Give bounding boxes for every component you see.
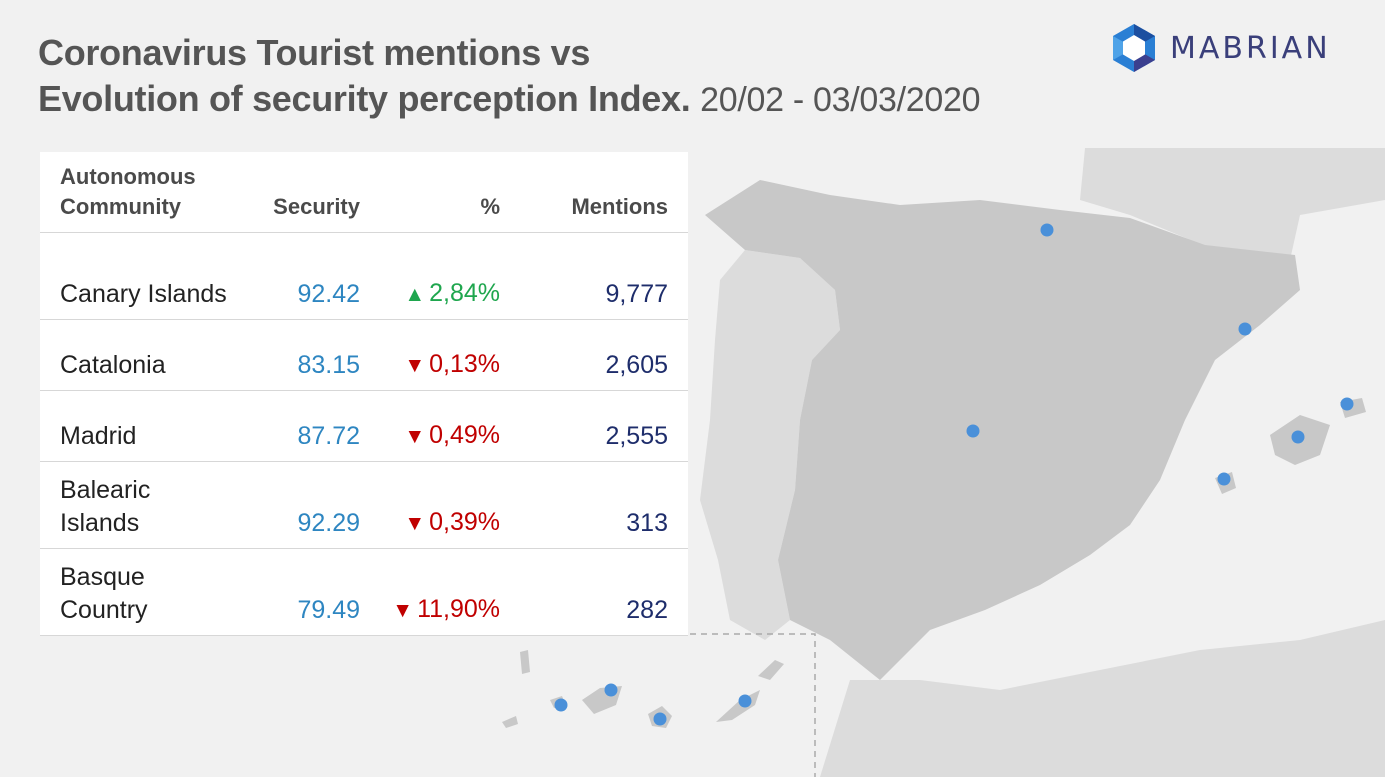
title-line-1: Coronavirus Tourist mentions vs (38, 32, 591, 73)
row-pct: ▼ 11,90% (380, 548, 520, 636)
header-security: Security (273, 194, 360, 219)
canary-inset-border (690, 633, 816, 777)
title-line-2: Evolution of security perception Index. … (38, 76, 980, 123)
table-row: Basque Country 79.49 ▼ 11,90% 282 (40, 548, 688, 636)
row-security: 87.72 (250, 390, 380, 462)
row-mentions: 282 (520, 548, 688, 636)
el-hierro-island (502, 716, 518, 728)
hexagon-logo-icon (1113, 24, 1155, 72)
date-range: 20/02 - 03/03/2020 (700, 81, 981, 119)
logo-text: MABRIAN (1170, 30, 1331, 66)
arrow-up-icon: ▲ (404, 283, 426, 306)
la-palma-island (520, 650, 530, 674)
row-pct-value: 2,84% (429, 279, 500, 307)
row-mentions: 2,555 (520, 390, 688, 462)
row-mentions: 2,605 (520, 319, 688, 391)
marker-menorca (1340, 397, 1354, 411)
header-community: Autonomous Community (60, 164, 196, 219)
spain-landmass (705, 180, 1300, 680)
table-header-row: Autonomous Community Security % Mentions (40, 152, 688, 233)
africa-landmass (820, 620, 1385, 777)
title-line-2-text: Evolution of security perception Index. (38, 78, 691, 119)
row-mentions: 9,777 (520, 232, 688, 320)
page-title: Coronavirus Tourist mentions vs Evolutio… (38, 30, 980, 123)
data-table-card: Autonomous Community Security % Mentions… (40, 152, 688, 636)
fuerteventura-island (716, 690, 760, 722)
arrow-down-icon: ▼ (404, 354, 426, 377)
row-pct-value: 11,90% (417, 595, 500, 623)
row-pct-value: 0,13% (429, 350, 500, 378)
row-security: 92.42 (250, 232, 380, 320)
marker-tenerife (604, 683, 618, 697)
table-row: Balearic Islands 92.29 ▼ 0,39% 313 (40, 461, 688, 549)
row-pct: ▼ 0,49% (380, 390, 520, 462)
table-row: Madrid 87.72 ▼ 0,49% 2,555 (40, 390, 688, 462)
marker-fuerteventura (738, 694, 752, 708)
marker-basque-country (1040, 223, 1054, 237)
arrow-down-icon: ▼ (404, 425, 426, 448)
marker-madrid (966, 424, 980, 438)
table-row: Catalonia 83.15 ▼ 0,13% 2,605 (40, 319, 688, 391)
mentions-table: Autonomous Community Security % Mentions… (40, 152, 688, 636)
row-pct: ▼ 0,13% (380, 319, 520, 391)
marker-gran-canaria (653, 712, 667, 726)
lanzarote-island (758, 660, 784, 680)
row-community: Basque Country (40, 548, 250, 636)
row-community: Madrid (40, 390, 250, 462)
marker-mallorca (1291, 430, 1305, 444)
row-pct-value: 0,49% (429, 421, 500, 449)
marker-ibiza (1217, 472, 1231, 486)
row-pct: ▼ 0,39% (380, 461, 520, 549)
row-pct-value: 0,39% (429, 508, 500, 536)
header-mentions: Mentions (571, 194, 668, 219)
marker-catalonia (1238, 322, 1252, 336)
arrow-down-icon: ▼ (392, 599, 414, 622)
row-community: Canary Islands (40, 232, 250, 320)
row-community: Catalonia (40, 319, 250, 391)
row-security: 83.15 (250, 319, 380, 391)
brand-logo: MABRIAN (1110, 20, 1331, 76)
row-community: Balearic Islands (40, 461, 250, 549)
row-security: 92.29 (250, 461, 380, 549)
table-row: Canary Islands 92.42 ▲ 2,84% 9,777 (40, 232, 688, 320)
france-landmass (1080, 148, 1385, 260)
arrow-down-icon: ▼ (404, 512, 426, 535)
row-pct: ▲ 2,84% (380, 232, 520, 320)
spain-map (502, 148, 1385, 777)
row-security: 79.49 (250, 548, 380, 636)
header-pct: % (480, 194, 500, 219)
marker-la-gomera (554, 698, 568, 712)
row-mentions: 313 (520, 461, 688, 549)
portugal-landmass (700, 250, 840, 640)
